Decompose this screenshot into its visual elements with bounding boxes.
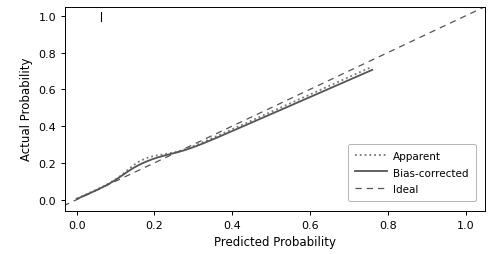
Legend: Apparent, Bias-corrected, Ideal: Apparent, Bias-corrected, Ideal (348, 144, 476, 202)
Y-axis label: Actual Probability: Actual Probability (20, 58, 32, 161)
X-axis label: Predicted Probability: Predicted Probability (214, 235, 336, 248)
